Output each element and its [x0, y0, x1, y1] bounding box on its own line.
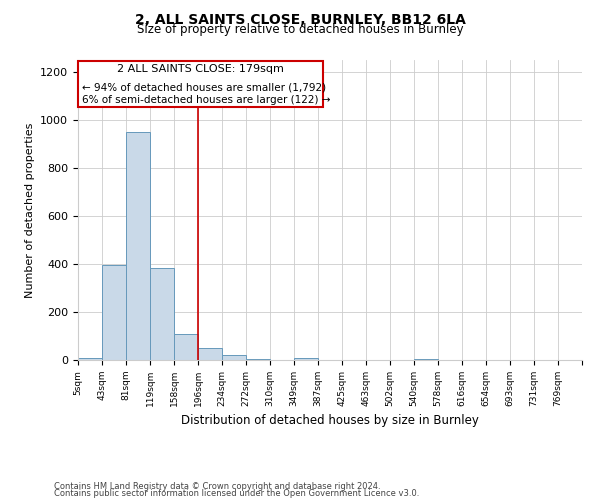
FancyBboxPatch shape — [78, 61, 323, 107]
Bar — [294, 358, 318, 360]
X-axis label: Distribution of detached houses by size in Burnley: Distribution of detached houses by size … — [181, 414, 479, 428]
Text: 6% of semi-detached houses are larger (122) →: 6% of semi-detached houses are larger (1… — [82, 95, 330, 105]
Y-axis label: Number of detached properties: Number of detached properties — [25, 122, 35, 298]
Bar — [414, 359, 438, 360]
Bar — [102, 265, 126, 360]
Bar — [150, 268, 174, 360]
Bar — [246, 359, 270, 360]
Text: 2 ALL SAINTS CLOSE: 179sqm: 2 ALL SAINTS CLOSE: 179sqm — [117, 64, 284, 74]
Text: Contains HM Land Registry data © Crown copyright and database right 2024.: Contains HM Land Registry data © Crown c… — [54, 482, 380, 491]
Bar — [78, 358, 102, 360]
Text: Contains public sector information licensed under the Open Government Licence v3: Contains public sector information licen… — [54, 490, 419, 498]
Bar — [126, 132, 150, 360]
Bar — [174, 334, 198, 360]
Text: 2, ALL SAINTS CLOSE, BURNLEY, BB12 6LA: 2, ALL SAINTS CLOSE, BURNLEY, BB12 6LA — [134, 12, 466, 26]
Text: Size of property relative to detached houses in Burnley: Size of property relative to detached ho… — [137, 22, 463, 36]
Text: ← 94% of detached houses are smaller (1,792): ← 94% of detached houses are smaller (1,… — [82, 83, 326, 93]
Bar — [222, 354, 246, 360]
Bar — [198, 348, 222, 360]
